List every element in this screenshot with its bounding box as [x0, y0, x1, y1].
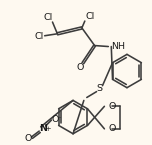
Text: +: + — [45, 126, 50, 132]
Text: O: O — [52, 115, 59, 124]
Text: O: O — [108, 102, 116, 111]
Text: O: O — [108, 124, 116, 133]
Text: O: O — [24, 134, 32, 143]
Text: N: N — [39, 124, 47, 133]
Text: S: S — [97, 84, 102, 93]
Text: ⁻: ⁻ — [57, 116, 61, 122]
Text: NH: NH — [111, 42, 125, 51]
Text: O: O — [76, 63, 84, 72]
Text: Cl: Cl — [44, 13, 53, 22]
Text: Cl: Cl — [34, 32, 43, 41]
Text: Cl: Cl — [85, 12, 94, 21]
